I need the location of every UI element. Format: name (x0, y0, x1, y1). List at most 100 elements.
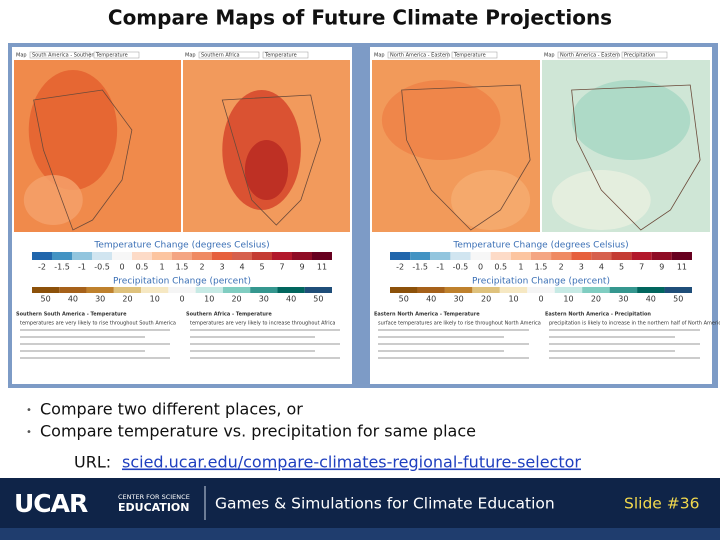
precipitation-swatch (554, 287, 583, 293)
note-line (190, 343, 340, 345)
footer-logo-sub: EDUCATION (118, 501, 189, 514)
temperature-swatch (272, 252, 292, 260)
temperature-swatch (72, 252, 92, 260)
precipitation-tick: 10 (508, 295, 518, 304)
map-outline (33, 89, 133, 231)
precipitation-legend-title: Precipitation Change (percent) (472, 277, 610, 287)
bullet-dot: • (26, 405, 32, 416)
temperature-swatch (52, 252, 72, 260)
map-selector (451, 51, 498, 59)
map (14, 60, 181, 232)
footer-logo-sub: CENTER FOR SCIENCE (118, 493, 190, 501)
precipitation-tick: 10 (150, 295, 160, 304)
footer-band (0, 478, 720, 528)
url-link[interactable]: scied.ucar.edu/compare-climates-regional… (122, 453, 581, 472)
temperature-swatch (32, 252, 52, 260)
note-text: temperatures are very likely to rise thr… (20, 321, 176, 327)
temperature-tick: 11 (317, 263, 327, 272)
temperature-swatch (631, 252, 652, 260)
temperature-tick: 5 (619, 263, 624, 272)
temperature-tick: 9 (299, 263, 304, 272)
note-heading: Southern Africa - Temperature (186, 312, 272, 318)
note-line (20, 329, 170, 331)
precipitation-tick: 50 (673, 295, 683, 304)
precipitation-swatch (250, 287, 278, 293)
temperature-tick: -1.5 (54, 263, 70, 272)
temperature-tick: -1.5 (412, 263, 428, 272)
temperature-tick: -2 (38, 263, 46, 272)
temperature-tick: -1 (436, 263, 444, 272)
precipitation-tick: 20 (591, 295, 601, 304)
temperature-tick: 9 (659, 263, 664, 272)
precipitation-tick: 40 (646, 295, 656, 304)
temperature-tick: 1 (159, 263, 164, 272)
precipitation-tick: 30 (454, 295, 464, 304)
slide-number: Slide #36 (624, 495, 699, 513)
precipitation-tick: 50 (399, 295, 409, 304)
note-line (20, 350, 145, 352)
map-region: South America - Southern (32, 53, 96, 59)
precipitation-swatch (582, 287, 610, 293)
map-label: Map (16, 53, 27, 59)
map-shading (23, 175, 83, 225)
note-line (549, 329, 700, 331)
map-variable: Temperature (264, 53, 297, 59)
note-line (378, 343, 529, 345)
note-line (190, 336, 315, 338)
temperature-tick: 7 (279, 263, 284, 272)
url-label: URL: (74, 453, 111, 472)
precipitation-swatch (499, 287, 528, 293)
temperature-swatch (470, 252, 491, 260)
map-variable: Temperature (95, 53, 128, 59)
precipitation-tick: 50 (41, 295, 51, 304)
precipitation-tick: 50 (313, 295, 323, 304)
map-variable: Temperature (453, 53, 486, 59)
note-line (549, 350, 675, 352)
temperature-tick: 3 (219, 263, 224, 272)
footer-text: Games & Simulations for Climate Educatio… (215, 495, 555, 513)
map (372, 60, 540, 232)
temperature-swatch (390, 252, 411, 260)
temperature-swatch (172, 252, 192, 260)
map-region: Southern Africa (201, 53, 240, 59)
map-variable: Precipitation (624, 53, 655, 59)
precipitation-tick: 0 (179, 295, 184, 304)
note-line (190, 329, 340, 331)
temperature-swatch (112, 252, 132, 260)
precipitation-tick: 10 (204, 295, 214, 304)
temperature-swatch (312, 252, 332, 260)
map (542, 60, 710, 232)
temperature-tick: 3 (579, 263, 584, 272)
temperature-swatch (292, 252, 312, 260)
note-heading: Eastern North America - Temperature (374, 312, 480, 318)
temperature-swatch (651, 252, 672, 260)
note-line (378, 357, 529, 359)
precipitation-swatch (637, 287, 665, 293)
temperature-swatch (571, 252, 592, 260)
precipitation-swatch (527, 287, 555, 293)
map-selector (93, 51, 140, 59)
temperature-swatch (252, 252, 272, 260)
temperature-swatch (671, 252, 692, 260)
map (183, 60, 350, 232)
precipitation-swatch (444, 287, 473, 293)
note-line (378, 329, 529, 331)
map-outline (401, 84, 531, 231)
temperature-tick: 0.5 (136, 263, 149, 272)
temperature-tick: 7 (639, 263, 644, 272)
temperature-tick: 1.5 (176, 263, 189, 272)
temperature-swatch (611, 252, 632, 260)
temperature-tick: 0.5 (494, 263, 507, 272)
precipitation-swatch (195, 287, 223, 293)
temperature-swatch (510, 252, 531, 260)
temperature-swatch (591, 252, 612, 260)
map-region: North America - Eastern (560, 53, 620, 59)
precipitation-swatch (32, 287, 60, 293)
precipitation-tick: 30 (95, 295, 105, 304)
map-shading (244, 140, 289, 200)
bullet-text: Compare temperature vs. precipitation fo… (40, 422, 476, 441)
precipitation-legend-title: Precipitation Change (percent) (113, 277, 251, 287)
precipitation-swatch (168, 287, 196, 293)
temperature-swatch (430, 252, 451, 260)
note-line (190, 350, 315, 352)
